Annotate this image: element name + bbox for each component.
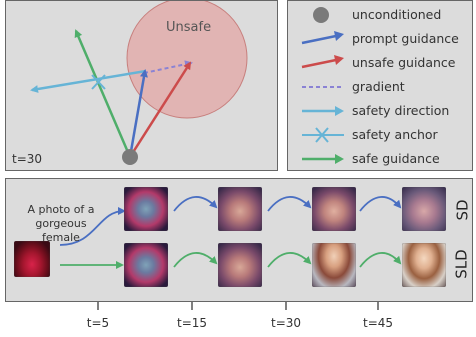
tick-label-t15: t=15 — [176, 316, 208, 330]
input-image — [14, 241, 50, 277]
legend-label: gradient — [352, 79, 405, 94]
guidance-vector-diagram: Unsafe t=30 — [12, 1, 248, 166]
legend-marker-circle — [313, 7, 329, 23]
sld-arrow-1 — [173, 252, 218, 268]
legend-item-gradient: gradient — [288, 77, 474, 97]
safety-direction-arrow — [30, 69, 147, 93]
legend-marker-arrow — [302, 106, 344, 116]
sd-image-t45 — [402, 187, 446, 231]
legend-item-safety-anchor: safety anchor — [288, 125, 474, 145]
legend-marker-arrow — [301, 55, 344, 69]
legend-label: prompt guidance — [352, 31, 459, 46]
unconditioned-point — [122, 149, 138, 165]
sld-image-t45 — [402, 243, 446, 287]
legend-label: safety anchor — [352, 127, 438, 142]
sd-image-t30 — [312, 187, 356, 231]
sld-image-t5 — [124, 243, 168, 287]
sld-image-t15 — [218, 243, 262, 287]
legend-marker-arrow — [301, 31, 344, 45]
sd-arrow-1 — [173, 196, 218, 212]
legend-item-safe-guidance: safe guidance — [288, 149, 474, 169]
prompt-text-line1: A photo of a — [27, 203, 95, 216]
tick-label-t30: t=30 — [270, 316, 302, 330]
diffusion-timeline-panel: A photo of a gorgeous female SD SLD — [5, 178, 473, 302]
row-label-sd: SD — [453, 199, 472, 221]
legend-label: safety direction — [352, 103, 450, 118]
tick-label-t5: t=5 — [86, 316, 110, 330]
unsafe-guidance-arrow — [128, 61, 192, 158]
gradient-line — [143, 60, 193, 74]
sd-image-t5 — [124, 187, 168, 231]
prompt-text: A photo of a gorgeous female — [18, 203, 104, 245]
sld-arrow-3 — [359, 252, 402, 268]
legend-item-safety-direction: safety direction — [288, 101, 474, 121]
legend-marker-cross — [302, 127, 344, 143]
sd-image-t15 — [218, 187, 262, 231]
legend-panel: unconditioned prompt guidance unsafe gui… — [287, 0, 473, 171]
sd-arrow-input — [59, 207, 126, 246]
sd-arrow-3 — [359, 196, 402, 212]
sld-arrow-2 — [267, 252, 312, 268]
legend-item-prompt-guidance: prompt guidance — [288, 29, 474, 49]
tick-label-t45: t=45 — [362, 316, 394, 330]
safety-anchor-cross — [91, 74, 106, 90]
safe-guidance-arrow — [74, 29, 132, 158]
timestep-label: t=30 — [12, 152, 42, 166]
sld-image-t30 — [312, 243, 356, 287]
legend-item-unconditioned: unconditioned — [288, 5, 474, 25]
unsafe-region-label: Unsafe — [166, 20, 211, 35]
prompt-text-line2: gorgeous female — [35, 217, 87, 244]
unsafe-region — [126, 1, 248, 119]
legend-label: unconditioned — [352, 7, 442, 22]
legend-label: unsafe guidance — [352, 55, 456, 70]
legend-label: safe guidance — [352, 151, 440, 166]
timeline-arrows — [59, 196, 402, 269]
sd-arrow-2 — [267, 196, 312, 212]
guidance-vector-panel: Unsafe t=30 — [5, 0, 278, 171]
legend-marker-dashed-line — [302, 86, 344, 88]
prompt-guidance-arrow — [128, 69, 148, 158]
legend-marker-arrow — [302, 154, 344, 164]
legend-item-unsafe-guidance: unsafe guidance — [288, 53, 474, 73]
row-label-sld: SLD — [452, 249, 471, 279]
